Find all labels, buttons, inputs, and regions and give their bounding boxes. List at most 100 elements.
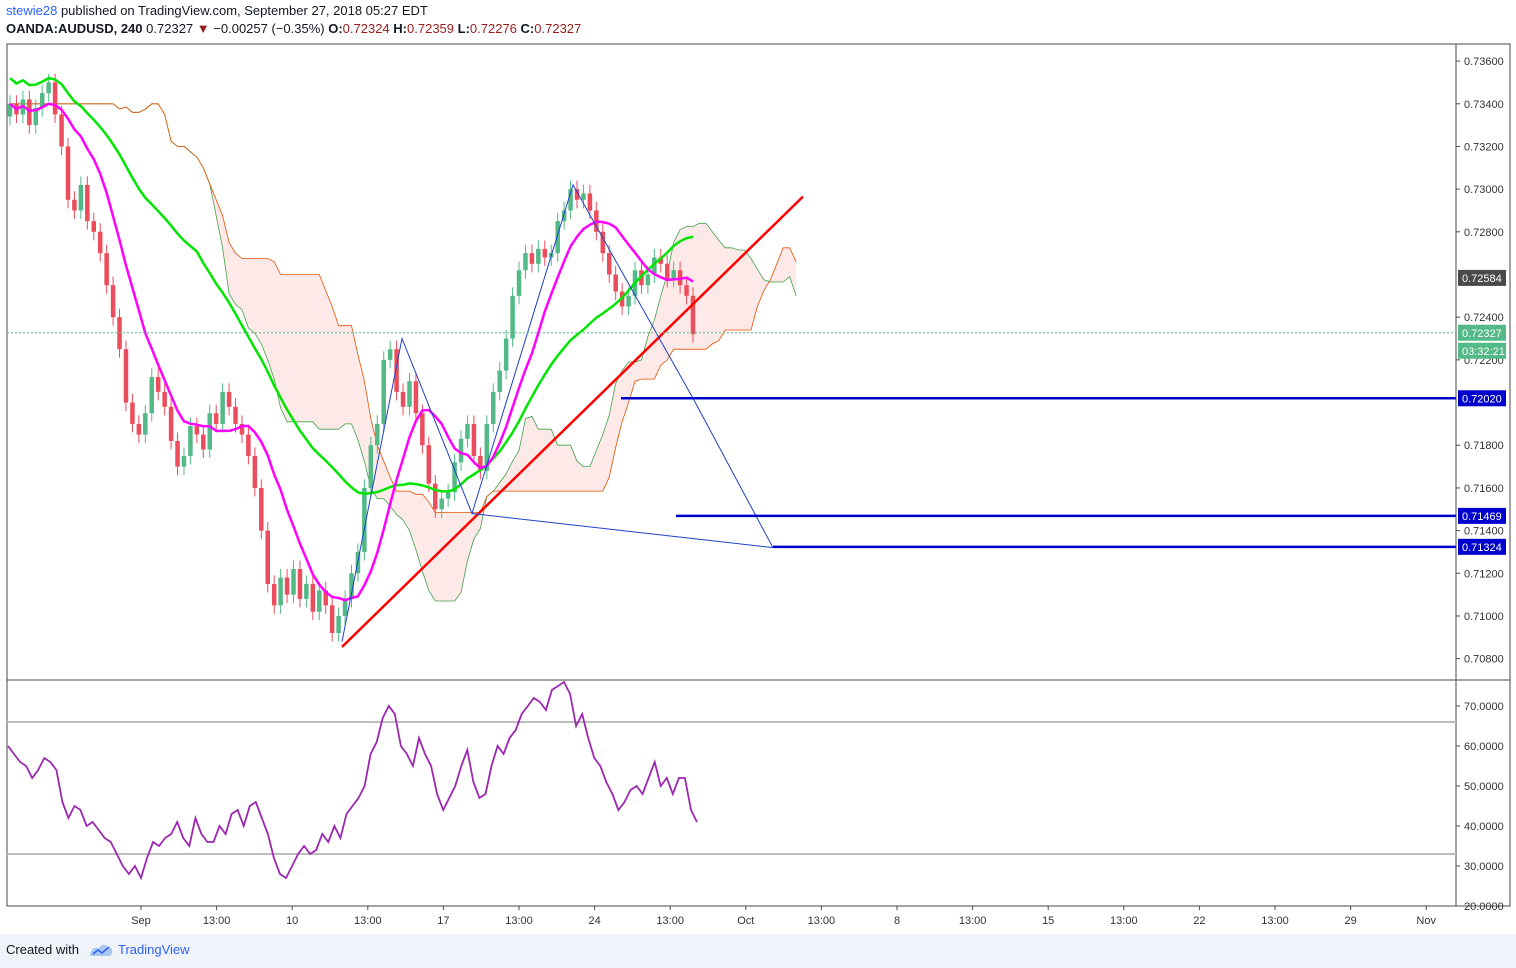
x-tick-label: 13:00 <box>354 915 382 927</box>
high-label: H: <box>393 21 408 36</box>
candle <box>490 391 496 424</box>
candle <box>239 423 245 435</box>
candle <box>168 406 174 441</box>
chart-frame <box>6 43 1511 907</box>
candle <box>271 583 277 606</box>
candle <box>342 598 348 616</box>
candle <box>155 376 161 392</box>
candle <box>329 605 335 634</box>
ichimoku-span-b <box>10 103 797 513</box>
candle <box>439 498 444 510</box>
candle <box>510 295 515 339</box>
candle <box>72 199 77 211</box>
candle <box>220 391 225 424</box>
candle <box>568 189 573 211</box>
candle <box>529 253 535 264</box>
candle <box>407 381 412 407</box>
candle <box>85 184 90 222</box>
x-tick-label: 17 <box>437 915 449 927</box>
candle <box>284 577 290 595</box>
price-label: 0.72584 <box>1462 273 1502 285</box>
down-arrow-icon: ▼ <box>196 21 210 36</box>
y-tick-label: 0.73400 <box>1464 99 1504 111</box>
created-with-text: Created with <box>6 942 79 957</box>
price-label-box <box>1458 324 1506 341</box>
countdown-label: 03:32:21 <box>1462 346 1505 358</box>
rsi-y-tick-label: 70.0000 <box>1464 701 1504 713</box>
candle <box>536 248 541 264</box>
candle <box>375 423 380 446</box>
candle <box>362 487 367 552</box>
price-label-box <box>1458 538 1506 555</box>
price-label: 0.71324 <box>1462 542 1502 554</box>
candle <box>606 253 612 275</box>
candle <box>162 391 167 407</box>
y-tick-label: 0.71600 <box>1464 483 1504 495</box>
publish-line: stewie28 published on TradingView.com, S… <box>6 3 428 18</box>
candle <box>484 423 490 471</box>
candle <box>297 569 303 599</box>
x-tick-label: Oct <box>737 915 754 927</box>
y-tick-label: 0.71400 <box>1464 526 1504 538</box>
low-value: 0.72276 <box>469 21 517 36</box>
tradingview-brand-link[interactable]: TradingView <box>118 942 190 957</box>
candle <box>433 483 438 510</box>
candle <box>471 423 477 456</box>
candle <box>226 391 232 407</box>
y-tick-label: 0.71000 <box>1464 611 1504 623</box>
candle <box>497 370 502 392</box>
trendline <box>341 195 804 648</box>
symbol-line: OANDA:AUDUSD, 240 0.72327 ▼ −0.00257 (−0… <box>6 21 581 36</box>
candle <box>259 487 264 531</box>
candle <box>181 455 187 467</box>
candle <box>130 402 135 424</box>
candle <box>387 349 393 360</box>
candle <box>581 193 586 200</box>
ema-line <box>9 102 694 602</box>
pattern-line-base <box>471 513 774 549</box>
candle <box>400 391 406 407</box>
y-tick-label: 0.72800 <box>1464 227 1504 239</box>
candle <box>317 590 322 612</box>
candle <box>278 577 283 606</box>
tradingview-logo-icon[interactable] <box>88 941 114 959</box>
price-label-box <box>1458 507 1506 524</box>
price-label-box <box>1458 390 1506 407</box>
x-tick-label: 29 <box>1344 915 1356 927</box>
last-price: 0.72327 <box>146 21 194 36</box>
candle <box>27 99 32 126</box>
candle <box>252 455 258 488</box>
candle <box>478 455 483 471</box>
candle <box>52 82 58 115</box>
candle <box>426 445 432 484</box>
y-tick-label: 0.73200 <box>1464 141 1504 153</box>
candle <box>587 193 593 211</box>
x-tick-label: Sep <box>131 915 151 927</box>
candle <box>104 253 109 286</box>
candle <box>207 413 213 450</box>
pattern-line <box>341 183 774 642</box>
y-tick-label: 0.70800 <box>1464 654 1504 666</box>
chart-header: stewie28 published on TradingView.com, S… <box>0 0 1516 42</box>
candle <box>123 349 129 403</box>
rsi-line <box>7 680 698 881</box>
candle <box>652 257 657 275</box>
candle <box>91 221 97 232</box>
published-text: published on TradingView.com, September … <box>60 3 428 18</box>
symbol-name: OANDA:AUDUSD, 240 <box>6 21 143 36</box>
x-tick-label: 13:00 <box>959 915 987 927</box>
x-tick-label: 13:00 <box>656 915 684 927</box>
x-tick-label: 13:00 <box>1110 915 1138 927</box>
candle <box>136 423 142 435</box>
rsi-y-tick-label: 40.0000 <box>1464 821 1504 833</box>
candle <box>516 270 522 296</box>
footer-bar: Created with TradingView <box>0 934 1516 968</box>
countdown-box <box>1458 342 1506 359</box>
candle <box>626 295 631 307</box>
rsi-y-tick-label: 20.0000 <box>1464 901 1504 913</box>
high-value: 0.72359 <box>407 21 455 36</box>
chart-canvas[interactable]: 0.73600 0.73400 0.73200 0.73000 0.72800 0.724… <box>0 0 1516 934</box>
candle <box>323 590 328 606</box>
candle <box>59 114 64 147</box>
author-link[interactable]: stewie28 <box>6 3 58 18</box>
